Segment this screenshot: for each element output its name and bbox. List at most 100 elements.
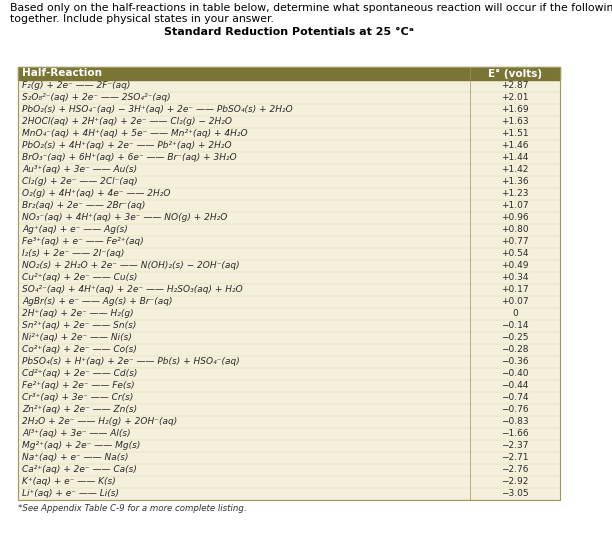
Text: Cd²⁺(aq) + 2e⁻ —— Cd(s): Cd²⁺(aq) + 2e⁻ —— Cd(s) bbox=[22, 369, 137, 379]
Bar bbox=[18, 440, 560, 452]
Text: MnO₄⁻(aq) + 4H⁺(aq) + 5e⁻ —— Mn²⁺(aq) + 4H₂O: MnO₄⁻(aq) + 4H⁺(aq) + 5e⁻ —— Mn²⁺(aq) + … bbox=[22, 129, 248, 139]
Text: +0.80: +0.80 bbox=[501, 226, 529, 234]
Text: Fe³⁺(aq) + e⁻ —— Fe²⁺(aq): Fe³⁺(aq) + e⁻ —— Fe²⁺(aq) bbox=[22, 237, 144, 247]
Text: Li⁺(aq) + e⁻ —— Li(s): Li⁺(aq) + e⁻ —— Li(s) bbox=[22, 490, 119, 499]
Bar bbox=[18, 212, 560, 224]
Bar bbox=[18, 296, 560, 308]
Bar bbox=[18, 464, 560, 476]
Text: Ag⁺(aq) + e⁻ —— Ag(s): Ag⁺(aq) + e⁻ —— Ag(s) bbox=[22, 226, 128, 234]
Text: 2H₂O + 2e⁻ —— H₂(g) + 2OH⁻(aq): 2H₂O + 2e⁻ —— H₂(g) + 2OH⁻(aq) bbox=[22, 418, 177, 427]
Text: Fe²⁺(aq) + 2e⁻ —— Fe(s): Fe²⁺(aq) + 2e⁻ —— Fe(s) bbox=[22, 382, 135, 390]
Bar bbox=[18, 104, 560, 116]
Bar bbox=[18, 320, 560, 332]
Bar bbox=[18, 80, 560, 92]
Bar bbox=[18, 416, 560, 428]
Text: Cu²⁺(aq) + 2e⁻ —— Cu(s): Cu²⁺(aq) + 2e⁻ —— Cu(s) bbox=[22, 273, 137, 282]
Text: +1.51: +1.51 bbox=[501, 129, 529, 139]
Text: −0.25: −0.25 bbox=[501, 334, 529, 343]
Text: +1.23: +1.23 bbox=[501, 189, 529, 198]
Bar bbox=[18, 284, 560, 296]
Text: −0.28: −0.28 bbox=[501, 345, 529, 354]
Text: +0.17: +0.17 bbox=[501, 286, 529, 295]
Text: Co²⁺(aq) + 2e⁻ —— Co(s): Co²⁺(aq) + 2e⁻ —— Co(s) bbox=[22, 345, 137, 354]
Text: −2.76: −2.76 bbox=[501, 466, 529, 475]
Bar bbox=[18, 368, 560, 380]
Bar bbox=[18, 452, 560, 464]
Bar bbox=[18, 344, 560, 356]
Text: +1.46: +1.46 bbox=[501, 141, 529, 150]
Text: F₂(g) + 2e⁻ —— 2F⁻(aq): F₂(g) + 2e⁻ —— 2F⁻(aq) bbox=[22, 81, 130, 90]
Text: Au³⁺(aq) + 3e⁻ —— Au(s): Au³⁺(aq) + 3e⁻ —— Au(s) bbox=[22, 165, 137, 174]
Text: +1.42: +1.42 bbox=[501, 165, 529, 174]
Text: +2.87: +2.87 bbox=[501, 81, 529, 90]
Text: Mg²⁺(aq) + 2e⁻ —— Mg(s): Mg²⁺(aq) + 2e⁻ —— Mg(s) bbox=[22, 442, 140, 451]
Bar bbox=[18, 176, 560, 188]
Text: −3.05: −3.05 bbox=[501, 490, 529, 499]
Text: O₂(g) + 4H⁺(aq) + 4e⁻ —— 2H₂O: O₂(g) + 4H⁺(aq) + 4e⁻ —— 2H₂O bbox=[22, 189, 171, 198]
Bar bbox=[18, 260, 560, 272]
Bar bbox=[18, 92, 560, 104]
Bar bbox=[18, 236, 560, 248]
Bar bbox=[18, 488, 560, 500]
Text: S₂O₈²⁻(aq) + 2e⁻ —— 2SO₄²⁻(aq): S₂O₈²⁻(aq) + 2e⁻ —— 2SO₄²⁻(aq) bbox=[22, 94, 171, 102]
Text: +0.54: +0.54 bbox=[501, 250, 529, 258]
Bar bbox=[18, 332, 560, 344]
Text: E° (volts): E° (volts) bbox=[488, 69, 542, 79]
Text: Standard Reduction Potentials at 25 °Cᵃ: Standard Reduction Potentials at 25 °Cᵃ bbox=[164, 27, 414, 37]
Text: +1.07: +1.07 bbox=[501, 202, 529, 211]
Text: *See Appendix Table C-9 for a more complete listing.: *See Appendix Table C-9 for a more compl… bbox=[18, 504, 247, 513]
Bar bbox=[18, 152, 560, 164]
Text: 2H⁺(aq) + 2e⁻ —— H₂(g): 2H⁺(aq) + 2e⁻ —— H₂(g) bbox=[22, 310, 133, 319]
Text: +0.07: +0.07 bbox=[501, 297, 529, 306]
Text: SO₄²⁻(aq) + 4H⁺(aq) + 2e⁻ —— H₂SO₃(aq) + H₂O: SO₄²⁻(aq) + 4H⁺(aq) + 2e⁻ —— H₂SO₃(aq) +… bbox=[22, 286, 243, 295]
Text: +0.77: +0.77 bbox=[501, 237, 529, 247]
Text: −0.76: −0.76 bbox=[501, 405, 529, 414]
Text: Ca²⁺(aq) + 2e⁻ —— Ca(s): Ca²⁺(aq) + 2e⁻ —— Ca(s) bbox=[22, 466, 137, 475]
Text: K⁺(aq) + e⁻ —— K(s): K⁺(aq) + e⁻ —— K(s) bbox=[22, 477, 116, 486]
Text: −0.44: −0.44 bbox=[501, 382, 529, 390]
Text: Na⁺(aq) + e⁻ —— Na(s): Na⁺(aq) + e⁻ —— Na(s) bbox=[22, 453, 129, 462]
Text: −2.71: −2.71 bbox=[501, 453, 529, 462]
Text: Based only on the half-reactions in table below, determine what spontaneous reac: Based only on the half-reactions in tabl… bbox=[10, 3, 612, 13]
Bar bbox=[18, 128, 560, 140]
Text: Sn²⁺(aq) + 2e⁻ —— Sn(s): Sn²⁺(aq) + 2e⁻ —— Sn(s) bbox=[22, 321, 136, 330]
Bar bbox=[18, 188, 560, 200]
Text: PbO₂(s) + 4H⁺(aq) + 2e⁻ —— Pb²⁺(aq) + 2H₂O: PbO₂(s) + 4H⁺(aq) + 2e⁻ —— Pb²⁺(aq) + 2H… bbox=[22, 141, 231, 150]
Text: +1.36: +1.36 bbox=[501, 178, 529, 187]
Text: 0: 0 bbox=[512, 310, 518, 319]
Text: Cl₂(g) + 2e⁻ —— 2Cl⁻(aq): Cl₂(g) + 2e⁻ —— 2Cl⁻(aq) bbox=[22, 178, 138, 187]
Text: −0.40: −0.40 bbox=[501, 369, 529, 379]
Text: −2.92: −2.92 bbox=[501, 477, 529, 486]
Bar bbox=[18, 140, 560, 152]
Text: I₂(s) + 2e⁻ —— 2I⁻(aq): I₂(s) + 2e⁻ —— 2I⁻(aq) bbox=[22, 250, 124, 258]
Text: BrO₃⁻(aq) + 6H⁺(aq) + 6e⁻ —— Br⁻(aq) + 3H₂O: BrO₃⁻(aq) + 6H⁺(aq) + 6e⁻ —— Br⁻(aq) + 3… bbox=[22, 154, 237, 163]
Text: PbO₂(s) + HSO₄⁻(aq) − 3H⁺(aq) + 2e⁻ —— PbSO₄(s) + 2H₂O: PbO₂(s) + HSO₄⁻(aq) − 3H⁺(aq) + 2e⁻ —— P… bbox=[22, 105, 293, 115]
Bar bbox=[18, 356, 560, 368]
Bar bbox=[18, 272, 560, 284]
Text: 2HOCl(aq) + 2H⁺(aq) + 2e⁻ —— Cl₂(g) − 2H₂O: 2HOCl(aq) + 2H⁺(aq) + 2e⁻ —— Cl₂(g) − 2H… bbox=[22, 118, 232, 126]
Bar bbox=[18, 67, 560, 500]
Bar bbox=[18, 428, 560, 440]
Text: −2.37: −2.37 bbox=[501, 442, 529, 451]
Text: −0.74: −0.74 bbox=[501, 393, 529, 403]
Bar bbox=[18, 67, 560, 80]
Text: Zn²⁺(aq) + 2e⁻ —— Zn(s): Zn²⁺(aq) + 2e⁻ —— Zn(s) bbox=[22, 405, 137, 414]
Text: +0.34: +0.34 bbox=[501, 273, 529, 282]
Text: −0.14: −0.14 bbox=[501, 321, 529, 330]
Text: NO₃⁻(aq) + 4H⁺(aq) + 3e⁻ —— NO(g) + 2H₂O: NO₃⁻(aq) + 4H⁺(aq) + 3e⁻ —— NO(g) + 2H₂O bbox=[22, 213, 228, 222]
Text: −0.83: −0.83 bbox=[501, 418, 529, 427]
Text: +2.01: +2.01 bbox=[501, 94, 529, 102]
Text: +0.96: +0.96 bbox=[501, 213, 529, 222]
Bar bbox=[18, 224, 560, 236]
Bar bbox=[18, 404, 560, 416]
Text: Half-Reaction: Half-Reaction bbox=[22, 69, 102, 79]
Text: +0.49: +0.49 bbox=[501, 261, 529, 271]
Bar bbox=[18, 116, 560, 128]
Text: Al³⁺(aq) + 3e⁻ —— Al(s): Al³⁺(aq) + 3e⁻ —— Al(s) bbox=[22, 429, 130, 438]
Text: −0.36: −0.36 bbox=[501, 358, 529, 367]
Bar bbox=[18, 380, 560, 392]
Text: Ni²⁺(aq) + 2e⁻ —— Ni(s): Ni²⁺(aq) + 2e⁻ —— Ni(s) bbox=[22, 334, 132, 343]
Text: PbSO₄(s) + H⁺(aq) + 2e⁻ —— Pb(s) + HSO₄⁻(aq): PbSO₄(s) + H⁺(aq) + 2e⁻ —— Pb(s) + HSO₄⁻… bbox=[22, 358, 240, 367]
Text: +1.63: +1.63 bbox=[501, 118, 529, 126]
Bar bbox=[18, 164, 560, 176]
